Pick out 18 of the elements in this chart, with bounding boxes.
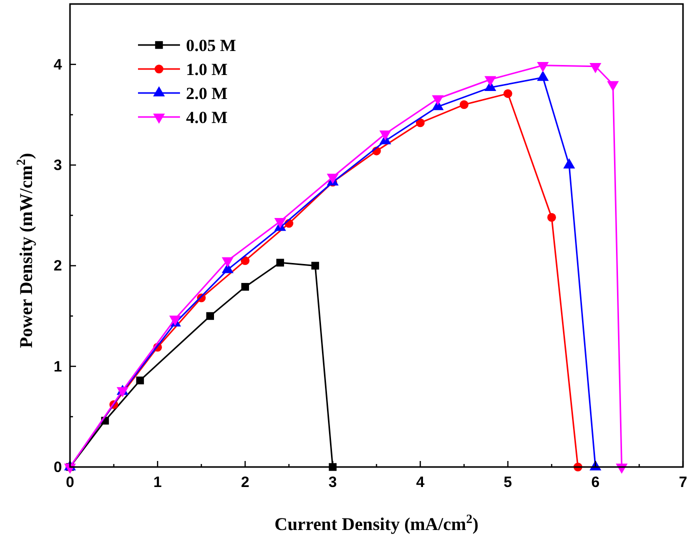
y-tick-label: 2 xyxy=(54,258,62,275)
x-tick-label: 1 xyxy=(153,474,162,491)
y-tick-label: 0 xyxy=(54,459,62,476)
y-tick-label: 1 xyxy=(54,358,62,376)
x-tick-label: 5 xyxy=(504,474,512,491)
x-tick-label: 0 xyxy=(66,474,74,491)
x-tick-label: 3 xyxy=(328,474,337,491)
y-tick-label: 3 xyxy=(54,157,62,174)
y-tick-label: 4 xyxy=(54,56,63,74)
x-tick-label: 7 xyxy=(678,474,688,491)
legend-label: 4.0 M xyxy=(186,108,228,127)
legend-label: 2.0 M xyxy=(186,84,228,103)
legend-label: 0.05 M xyxy=(186,36,236,55)
x-tick-label: 2 xyxy=(240,474,250,491)
x-tick-label: 4 xyxy=(416,474,426,491)
x-axis-title: Current Density (mA/cm$^{2}$) xyxy=(274,512,478,534)
x-tick-label: 6 xyxy=(591,474,600,491)
legend-label: 1.0 M xyxy=(186,60,228,79)
